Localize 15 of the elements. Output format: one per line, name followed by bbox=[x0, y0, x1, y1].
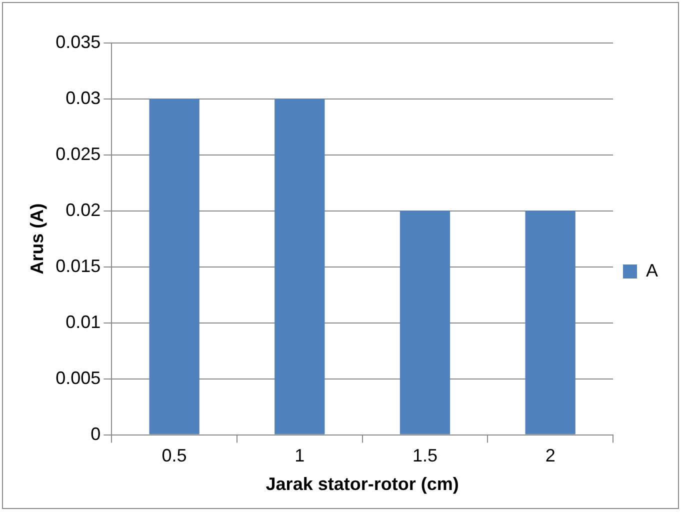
y-tick-label: 0.01 bbox=[66, 312, 101, 332]
x-tick-label: 2 bbox=[545, 446, 556, 466]
x-tick-label: 0.5 bbox=[162, 446, 187, 466]
y-tick-label: 0.015 bbox=[56, 256, 101, 276]
y-tick-label: 0.02 bbox=[66, 200, 101, 220]
x-tick-label: 1.5 bbox=[412, 446, 438, 466]
y-tick-label: 0.005 bbox=[56, 368, 101, 388]
x-tick-label: 1 bbox=[294, 446, 305, 466]
x-axis-title: Jarak stator-rotor (cm) bbox=[266, 474, 459, 494]
legend-label: A bbox=[646, 260, 658, 280]
y-axis-title: Arus (A) bbox=[26, 203, 47, 274]
y-tick-label: 0.025 bbox=[56, 144, 101, 164]
y-tick-label: 0 bbox=[90, 424, 101, 444]
y-tick-label: 0.03 bbox=[66, 88, 101, 108]
y-tick-label: 0.035 bbox=[56, 32, 101, 52]
